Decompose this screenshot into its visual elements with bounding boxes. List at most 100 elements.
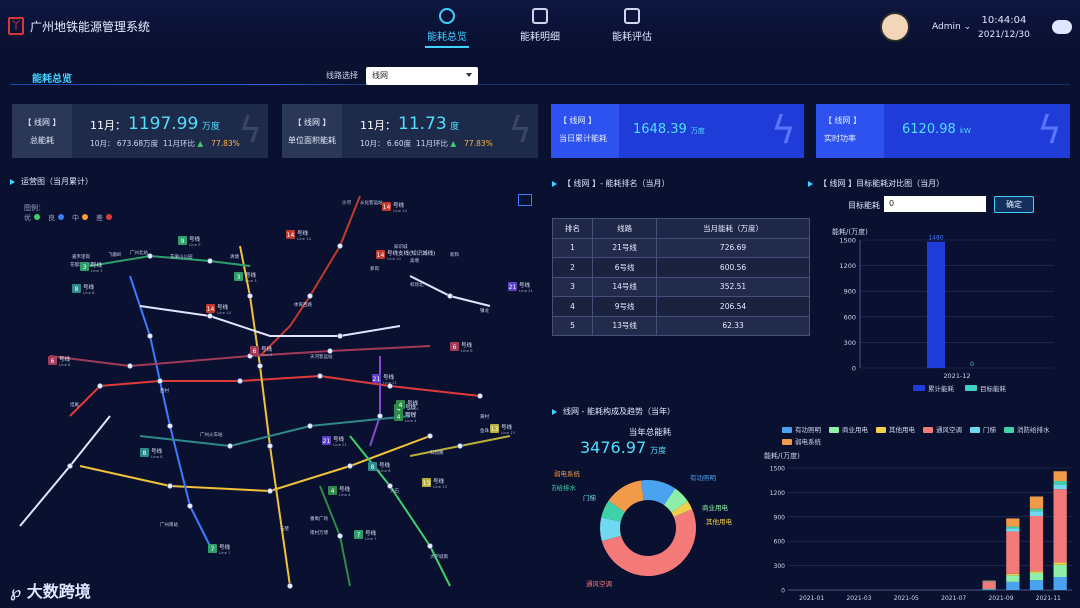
station-node[interactable]: [387, 383, 393, 389]
station-node[interactable]: [237, 378, 243, 384]
legend-item[interactable]: 弱电系统: [782, 436, 821, 448]
legend-item[interactable]: 消防给排水: [1004, 424, 1050, 436]
station-node[interactable]: [457, 443, 463, 449]
target-input[interactable]: 0: [884, 196, 986, 212]
bar[interactable]: [927, 241, 945, 368]
station-node[interactable]: [227, 443, 233, 449]
legend-item[interactable]: 门梯: [970, 424, 996, 436]
pie-slice[interactable]: [640, 480, 676, 505]
stacked-bar-segment[interactable]: [982, 580, 996, 582]
line-select[interactable]: 线网: [366, 67, 478, 85]
table-row[interactable]: 5 13号线 62.33: [551, 315, 810, 336]
station-node[interactable]: [427, 433, 433, 439]
stacked-bar-segment[interactable]: [1006, 581, 1020, 590]
station-node[interactable]: [347, 463, 353, 469]
stacked-bar-segment[interactable]: [1053, 489, 1067, 563]
logout-icon[interactable]: [1052, 20, 1072, 34]
stacked-bar-segment[interactable]: [982, 582, 996, 589]
stacked-bar-segment[interactable]: [1053, 576, 1067, 590]
stacked-bar-segment[interactable]: [1006, 531, 1020, 574]
stacked-bar-segment[interactable]: [1006, 528, 1020, 532]
pie-slice[interactable]: [601, 500, 625, 522]
station-node[interactable]: [427, 543, 433, 549]
pie-slice[interactable]: [671, 501, 693, 518]
station-node[interactable]: [337, 533, 343, 539]
station-node[interactable]: [387, 483, 393, 489]
station-node[interactable]: [67, 463, 73, 469]
pie-slice[interactable]: [600, 517, 622, 542]
station-node[interactable]: [207, 258, 213, 264]
stacked-bar-segment[interactable]: [1053, 484, 1067, 490]
legend-item[interactable]: 有功照明: [782, 424, 821, 436]
stacked-bar-segment[interactable]: [1053, 471, 1067, 482]
station-node[interactable]: [257, 363, 263, 369]
stacked-bar-segment[interactable]: [982, 589, 996, 590]
avatar[interactable]: [880, 12, 910, 42]
nav-tab-overview[interactable]: 能耗总览: [412, 8, 482, 48]
pie-slice[interactable]: [601, 509, 696, 576]
table-row[interactable]: 1 21号线 726.69: [551, 237, 810, 258]
station-node[interactable]: [167, 423, 173, 429]
station-node[interactable]: [317, 373, 323, 379]
stacked-bar-segment[interactable]: [1029, 496, 1044, 509]
line-badge[interactable]: 14 号线支线(知识城线)Line 14: [376, 249, 435, 261]
stacked-bar-segment[interactable]: [1029, 511, 1044, 516]
station-node[interactable]: [327, 348, 333, 354]
station-node[interactable]: [307, 293, 313, 299]
station-node[interactable]: [267, 443, 273, 449]
station-node[interactable]: [207, 313, 213, 319]
stacked-bar-segment[interactable]: [1053, 562, 1067, 565]
stacked-bar-segment[interactable]: [1006, 575, 1020, 582]
station-node[interactable]: [97, 383, 103, 389]
station-node[interactable]: [337, 333, 343, 339]
stacked-bar-segment[interactable]: [1053, 564, 1067, 577]
nav-tab-detail[interactable]: 能耗明细: [505, 8, 575, 43]
stacked-bar-segment[interactable]: [1029, 580, 1044, 590]
legend-item[interactable]: 商业用电: [829, 424, 868, 436]
user-menu[interactable]: Admin ⌄: [932, 22, 971, 32]
fullscreen-icon[interactable]: [518, 194, 532, 206]
station-node[interactable]: [307, 423, 313, 429]
legend-item[interactable]: 通风空调: [923, 424, 962, 436]
pie-slice[interactable]: [608, 480, 644, 513]
stacked-bar-segment[interactable]: [1029, 572, 1044, 581]
metro-map[interactable]: 嘉禾望岗飞鹅岭广州北站花都汽车城花果山公园清塘广州南站从化客运站镇龙新和黄村科韵…: [10, 186, 540, 606]
station-node[interactable]: [287, 583, 293, 589]
stacked-bar-segment[interactable]: [1029, 508, 1044, 512]
stacked-bar-segment[interactable]: [1006, 526, 1020, 529]
stacked-bar-segment[interactable]: [1053, 481, 1067, 485]
station-node[interactable]: [267, 488, 273, 494]
station-node[interactable]: [187, 503, 193, 509]
nav-tab-evaluation[interactable]: 能耗评估: [597, 8, 667, 43]
station-node[interactable]: [337, 243, 343, 249]
station-node[interactable]: [127, 363, 133, 369]
station-node[interactable]: [377, 413, 383, 419]
station-node[interactable]: [447, 293, 453, 299]
stacked-bar-segment[interactable]: [1006, 518, 1020, 527]
table-row[interactable]: 2 6号线 600.56: [551, 257, 810, 278]
stacked-bar-segment[interactable]: [1029, 571, 1044, 573]
station-node[interactable]: [147, 333, 153, 339]
confirm-button[interactable]: 确定: [994, 196, 1034, 213]
stacked-bar-segment[interactable]: [1006, 573, 1020, 576]
pie-slice[interactable]: [663, 488, 688, 513]
